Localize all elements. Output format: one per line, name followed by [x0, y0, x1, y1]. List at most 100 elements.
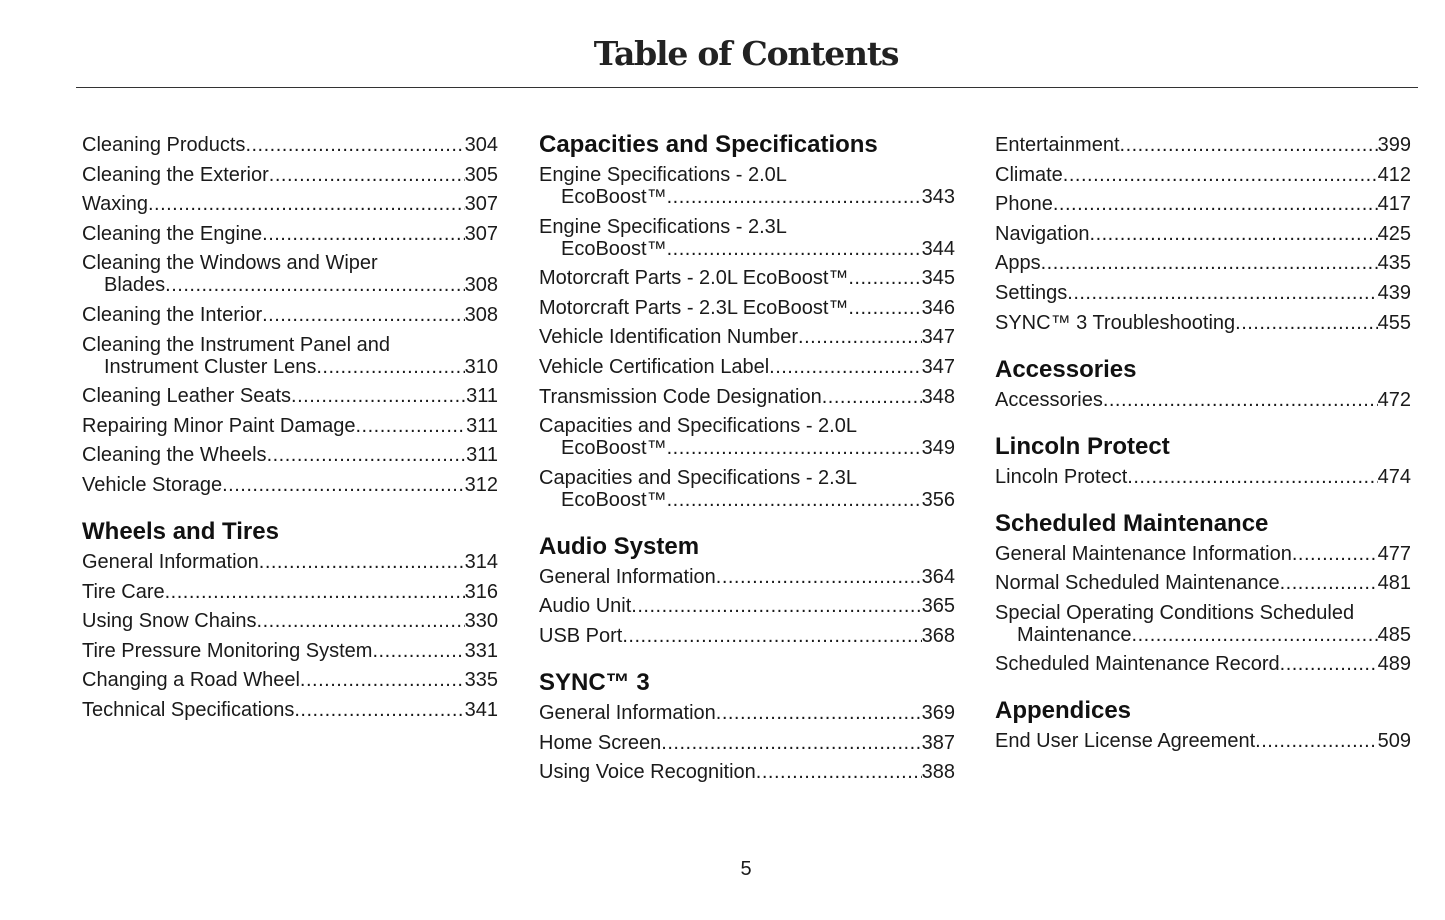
entry-second-line: EcoBoost™ 344: [539, 238, 955, 260]
toc-entry[interactable]: Navigation 425: [995, 223, 1411, 245]
toc-entry[interactable]: Cleaning the Interior 308: [82, 304, 498, 326]
toc-entry[interactable]: Home Screen 387: [539, 732, 955, 754]
entry-title: Scheduled Maintenance Record: [995, 653, 1280, 676]
entry-title: Using Voice Recognition: [539, 761, 756, 784]
entry-line: Entertainment 399: [995, 134, 1411, 156]
toc-entry[interactable]: Using Snow Chains 330: [82, 610, 498, 632]
toc-entry[interactable]: End User License Agreement 509: [995, 730, 1411, 752]
page-number: 5: [740, 858, 752, 880]
entry-title: Climate: [995, 163, 1063, 186]
toc-entry[interactable]: Vehicle Certification Label 347: [539, 356, 955, 378]
entry-line: Lincoln Protect 474: [995, 466, 1411, 488]
entry-line: Scheduled Maintenance Record 489: [995, 653, 1411, 675]
dot-leader: [222, 474, 465, 496]
toc-entry[interactable]: Lincoln Protect 474: [995, 466, 1411, 488]
toc-entry[interactable]: Phone 417: [995, 193, 1411, 215]
toc-entry[interactable]: Tire Pressure Monitoring System 331: [82, 640, 498, 662]
entry-title: Vehicle Certification Label: [539, 355, 770, 378]
toc-entry[interactable]: General Information 369: [539, 702, 955, 724]
entry-second-line: Blades 308: [82, 274, 498, 296]
dot-leader: [1280, 653, 1378, 675]
entry-first-line: Cleaning the Instrument Panel and: [82, 334, 498, 356]
toc-entry[interactable]: Motorcraft Parts - 2.3L EcoBoost™ 346: [539, 297, 955, 319]
entry-line: Changing a Road Wheel 335: [82, 669, 498, 691]
toc-entry[interactable]: Tire Care 316: [82, 581, 498, 603]
entry-title: Tire Pressure Monitoring System: [82, 639, 373, 662]
toc-entry[interactable]: General Information 364: [539, 566, 955, 588]
toc-entry[interactable]: Entertainment 399: [995, 134, 1411, 156]
toc-entry[interactable]: Cleaning the Wheels 311: [82, 444, 498, 466]
toc-column-3: Entertainment 399 Climate 412 Phone 417 Naviga…: [995, 134, 1411, 777]
toc-entry[interactable]: Vehicle Identification Number 347: [539, 326, 955, 348]
entry-line: Accessories 472: [995, 389, 1411, 411]
entry-line: Cleaning the Wheels 311: [82, 444, 498, 466]
entry-page: 489: [1377, 653, 1411, 676]
entry-page: 307: [464, 193, 498, 216]
section-heading: SYNC™ 3: [539, 668, 650, 696]
toc-entry[interactable]: Transmission Code Designation 348: [539, 386, 955, 408]
toc-entry[interactable]: General Information 314: [82, 551, 498, 573]
toc-entry[interactable]: Audio Unit 365: [539, 595, 955, 617]
toc-entry[interactable]: USB Port 368: [539, 625, 955, 647]
toc-section: Accessories Accessories 472: [995, 356, 1411, 411]
entry-title: Motorcraft Parts - 2.3L EcoBoost™: [539, 296, 849, 319]
dot-leader: [148, 193, 465, 215]
entry-line: Vehicle Certification Label 347: [539, 356, 955, 378]
toc-entry[interactable]: Cleaning the Instrument Panel and Instrum…: [82, 334, 498, 378]
dot-leader: [667, 238, 922, 260]
toc-entry[interactable]: Changing a Road Wheel 335: [82, 669, 498, 691]
toc-entry[interactable]: Scheduled Maintenance Record 489: [995, 653, 1411, 675]
entry-title: Lincoln Protect: [995, 465, 1128, 488]
toc-entry[interactable]: SYNC™ 3 Troubleshooting 455: [995, 312, 1411, 334]
toc-entry[interactable]: Climate 412: [995, 164, 1411, 186]
toc-entry[interactable]: Settings 439: [995, 282, 1411, 304]
entry-line: Cleaning Leather Seats 311: [82, 385, 498, 407]
toc-entry[interactable]: Cleaning the Exterior 305: [82, 164, 498, 186]
entry-page: 310: [464, 355, 498, 378]
entry-page: 304: [464, 134, 498, 156]
dot-leader: [1132, 624, 1378, 646]
toc-entry[interactable]: Cleaning the Engine 307: [82, 223, 498, 245]
toc-entry[interactable]: Vehicle Storage 312: [82, 474, 498, 496]
entry-title: Motorcraft Parts - 2.0L EcoBoost™: [539, 267, 849, 290]
entry-page: 343: [921, 186, 955, 208]
toc-entry[interactable]: Cleaning Leather Seats 311: [82, 385, 498, 407]
dot-leader: [661, 732, 921, 754]
entry-page: 485: [1377, 623, 1411, 646]
entry-page: 344: [921, 237, 955, 260]
entry-line: General Information 314: [82, 551, 498, 573]
entry-title: Vehicle Identification Number: [539, 326, 799, 349]
toc-entry[interactable]: Accessories 472: [995, 389, 1411, 411]
toc-entry[interactable]: Cleaning Products 304: [82, 134, 498, 156]
entry-title: General Maintenance Information: [995, 542, 1292, 565]
dot-leader: [1090, 223, 1378, 245]
toc-entry[interactable]: General Maintenance Information 477: [995, 543, 1411, 565]
toc-entry[interactable]: Normal Scheduled Maintenance 481: [995, 572, 1411, 594]
toc-entry[interactable]: Technical Specifications 341: [82, 699, 498, 721]
toc-entry[interactable]: Repairing Minor Paint Damage 311: [82, 415, 498, 437]
entry-first-line: Engine Specifications - 2.0L: [539, 164, 955, 186]
entry-title: Navigation: [995, 222, 1090, 245]
toc-entry[interactable]: Special Operating Conditions Scheduled Ma…: [995, 602, 1411, 646]
entry-page: 347: [921, 355, 955, 378]
toc-entry[interactable]: Capacities and Specifications - 2.3L EcoB…: [539, 467, 955, 511]
entry-page: 308: [464, 303, 498, 326]
toc-entry[interactable]: Capacities and Specifications - 2.0L EcoB…: [539, 415, 955, 459]
toc-entry[interactable]: Apps 435: [995, 252, 1411, 274]
toc-entry[interactable]: Motorcraft Parts - 2.0L EcoBoost™ 345: [539, 267, 955, 289]
section-heading: Appendices: [995, 697, 1132, 725]
toc-entry[interactable]: Using Voice Recognition 388: [539, 761, 955, 783]
toc-column-1: Cleaning Products 304 Cleaning the Exterio…: [82, 134, 498, 746]
entry-title: General Information: [539, 701, 716, 724]
entry-title: Cleaning Products: [82, 134, 246, 156]
toc-entry[interactable]: Waxing 307: [82, 193, 498, 215]
entry-line: Climate 412: [995, 164, 1411, 186]
dot-leader: [1235, 312, 1377, 334]
dot-leader: [262, 223, 464, 245]
entry-page: 387: [921, 731, 955, 754]
entry-page: 364: [921, 565, 955, 588]
entry-page: 341: [464, 698, 498, 721]
